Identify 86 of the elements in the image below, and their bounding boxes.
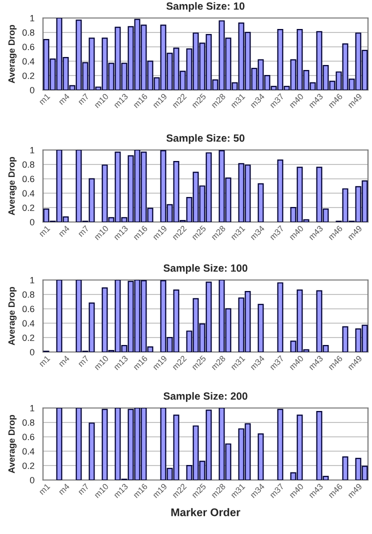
y-tick-label: 1	[30, 147, 34, 154]
bar	[56, 280, 62, 352]
y-tick-label: 0.4	[22, 320, 34, 327]
x-tick-label: m10	[94, 483, 109, 498]
x-tick-label: m31	[230, 225, 246, 240]
x-tick-label: m4	[58, 483, 70, 495]
x-axis-title: Marker Order	[171, 508, 240, 516]
x-tick-label: m10	[94, 93, 109, 108]
bar	[277, 282, 284, 352]
bar	[342, 456, 348, 480]
bar	[258, 304, 264, 352]
x-tick-label: m49	[347, 93, 362, 108]
x-tick-label: m49	[347, 225, 362, 240]
x-tick-label: m4	[58, 355, 70, 367]
y-tick-label: 0.8	[22, 419, 34, 426]
bar	[258, 433, 264, 480]
y-tick-label: 0	[30, 86, 34, 94]
x-tick-label: m16	[132, 355, 148, 370]
y-tick-label: 0.6	[22, 176, 34, 182]
x-tick-label: m19	[152, 225, 168, 240]
x-tick-label: m1	[38, 225, 50, 237]
y-tick-label: 0.4	[22, 58, 34, 65]
x-tick-label: m46	[328, 483, 343, 498]
y-tick-label: 1	[30, 15, 34, 22]
chart-title: Sample Size: 50	[166, 134, 244, 144]
x-tick-label: m7	[78, 225, 90, 237]
x-tick-label: m4	[58, 93, 70, 105]
chart-title: Sample Size: 100	[164, 264, 248, 274]
y-tick-label: 0.8	[22, 29, 34, 36]
y-axis-title: Average Drop	[8, 286, 17, 346]
bar	[277, 160, 284, 222]
y-tick-label: 0.2	[22, 72, 34, 79]
x-tick-label: m7	[78, 355, 90, 367]
y-tick-label: 0.6	[22, 434, 34, 440]
x-tick-label: m46	[328, 355, 343, 370]
x-tick-label: m1	[38, 483, 50, 495]
x-tick-label: m1	[38, 355, 50, 367]
y-tick-label: 0	[30, 348, 34, 356]
y-tick-label: 0	[30, 218, 34, 226]
bar	[102, 408, 108, 480]
y-tick-label: 1	[30, 277, 34, 284]
x-tick-label: m7	[78, 93, 90, 105]
y-tick-label: 1	[30, 405, 34, 412]
x-tick-label: m19	[152, 355, 168, 370]
y-tick-label: 0.4	[22, 448, 34, 455]
x-tick-label: m19	[152, 93, 168, 108]
x-tick-label: m40	[288, 483, 304, 498]
x-tick-label: m31	[230, 93, 246, 108]
y-tick-label: 0.8	[22, 291, 34, 298]
bar	[88, 422, 95, 480]
y-tick-label: 0.2	[22, 204, 34, 211]
x-tick-label: m40	[288, 225, 304, 240]
x-tick-label: m10	[94, 225, 109, 240]
y-axis-title: Average Drop	[8, 414, 17, 474]
x-tick-label: m40	[288, 355, 304, 370]
x-tick-label: m10	[94, 355, 109, 370]
y-tick-label: 0.4	[22, 190, 34, 197]
x-tick-label: m31	[230, 355, 246, 370]
y-axis-title: Average Drop	[8, 156, 17, 216]
bar	[76, 408, 82, 480]
y-tick-label: 0.2	[22, 462, 34, 469]
x-tick-label: m31	[230, 483, 246, 498]
x-tick-label: m19	[152, 483, 168, 498]
x-tick-label: m46	[328, 225, 343, 240]
y-tick-label: 0.6	[22, 306, 34, 312]
chart-title: Sample Size: 10	[166, 2, 244, 12]
y-tick-label: 0.2	[22, 334, 34, 341]
y-tick-label: 0.6	[22, 44, 34, 50]
x-tick-label: m4	[58, 225, 70, 237]
chart-title: Sample Size: 200	[164, 392, 248, 402]
x-tick-label: m16	[132, 93, 148, 108]
y-axis-title: Average Drop	[8, 24, 17, 84]
bar	[258, 183, 264, 222]
bar	[56, 408, 62, 480]
bar	[277, 408, 284, 480]
x-tick-label: m7	[78, 483, 90, 495]
x-tick-label: m49	[347, 483, 362, 498]
y-tick-label: 0.8	[22, 161, 34, 168]
x-tick-label: m16	[132, 483, 148, 498]
x-tick-label: m1	[38, 93, 50, 105]
x-tick-label: m16	[132, 225, 148, 240]
x-tick-label: m40	[288, 93, 304, 108]
y-tick-label: 0	[30, 476, 34, 484]
x-tick-label: m49	[347, 355, 362, 370]
x-tick-label: m46	[328, 93, 343, 108]
bar	[342, 326, 348, 352]
